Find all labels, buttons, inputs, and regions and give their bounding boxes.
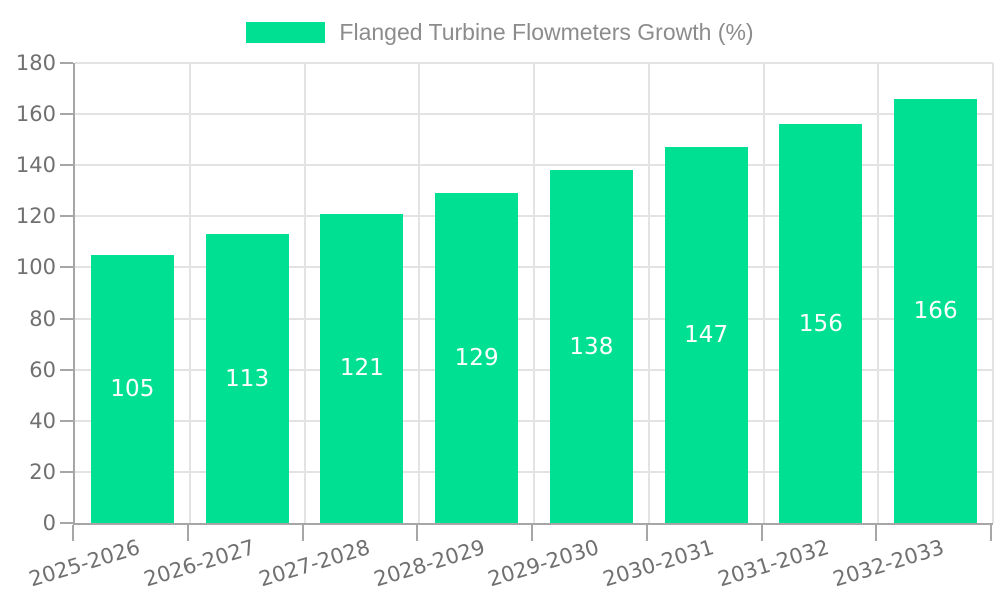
y-tick-mark xyxy=(60,62,73,64)
bar-value-label: 121 xyxy=(339,355,384,382)
x-tick-mark xyxy=(645,525,648,541)
bar[interactable]: 166 xyxy=(894,98,978,523)
bar-value-label: 129 xyxy=(454,345,499,372)
y-tick-mark xyxy=(60,522,73,524)
x-tick-mark xyxy=(990,525,992,541)
y-tick-label: 140 xyxy=(15,153,56,178)
v-gridline xyxy=(533,63,535,523)
bar-value-label: 166 xyxy=(913,297,958,324)
v-gridline xyxy=(647,63,650,523)
y-tick-label: 20 xyxy=(29,459,56,484)
x-tick-mark xyxy=(416,525,419,541)
bar-value-label: 105 xyxy=(110,375,155,402)
x-category-label: 2028-2029 xyxy=(370,535,488,592)
bar[interactable]: 138 xyxy=(549,170,633,523)
bar-value-label: 156 xyxy=(798,310,843,337)
bar[interactable]: 147 xyxy=(664,147,748,523)
x-category-label: 2027-2028 xyxy=(256,535,373,592)
h-gridline xyxy=(75,113,993,116)
y-tick-mark xyxy=(60,368,73,371)
y-tick-mark xyxy=(60,317,73,320)
x-tick-mark xyxy=(301,525,304,541)
bar[interactable]: 121 xyxy=(320,213,404,523)
legend-swatch xyxy=(246,22,326,43)
plot-area: 105 113 121 129 138 147 156 166 xyxy=(73,62,994,525)
x-tick-mark xyxy=(186,525,189,541)
y-tick-label: 40 xyxy=(29,408,56,433)
y-tick-mark xyxy=(60,164,73,167)
x-category-label: 2030-2031 xyxy=(600,535,717,592)
y-tick-label: 160 xyxy=(15,102,56,127)
y-tick-mark xyxy=(60,470,73,473)
y-tick-mark xyxy=(60,215,73,218)
v-gridline xyxy=(303,63,306,523)
x-tick-mark xyxy=(760,525,763,541)
y-tick-label: 120 xyxy=(15,204,56,229)
v-gridline xyxy=(762,63,765,523)
x-tick-mark xyxy=(72,525,74,541)
h-gridline xyxy=(75,62,993,65)
bar-value-label: 147 xyxy=(684,322,729,349)
y-tick-label: 0 xyxy=(42,511,56,535)
bar[interactable]: 105 xyxy=(90,254,174,523)
bar[interactable]: 156 xyxy=(779,124,863,523)
y-tick-label: 60 xyxy=(29,357,56,382)
y-tick-label: 80 xyxy=(29,306,56,331)
y-tick-label: 180 xyxy=(15,51,56,75)
bar-value-label: 113 xyxy=(225,365,270,392)
bar[interactable]: 129 xyxy=(435,193,519,523)
y-tick-mark xyxy=(60,113,73,116)
x-category-label: 2032-2033 xyxy=(829,535,947,592)
bar[interactable]: 113 xyxy=(205,234,289,523)
x-category-label: 2031-2032 xyxy=(715,535,832,592)
v-gridline xyxy=(188,63,191,523)
chart-legend[interactable]: Flanged Turbine Flowmeters Growth (%) xyxy=(0,20,1000,45)
v-gridline xyxy=(877,63,880,523)
x-category-label: 2026-2027 xyxy=(141,535,258,592)
v-gridline xyxy=(418,63,421,523)
v-gridline xyxy=(992,63,994,523)
x-tick-mark xyxy=(531,525,533,541)
legend-label: Flanged Turbine Flowmeters Growth (%) xyxy=(339,19,754,45)
y-tick-mark xyxy=(60,266,73,269)
x-category-label: 2025-2026 xyxy=(26,535,144,592)
x-tick-mark xyxy=(875,525,878,541)
bar-value-label: 138 xyxy=(569,333,614,360)
y-tick-mark xyxy=(60,419,73,422)
y-tick-label: 100 xyxy=(15,255,56,280)
x-category-label: 2029-2030 xyxy=(485,535,603,592)
